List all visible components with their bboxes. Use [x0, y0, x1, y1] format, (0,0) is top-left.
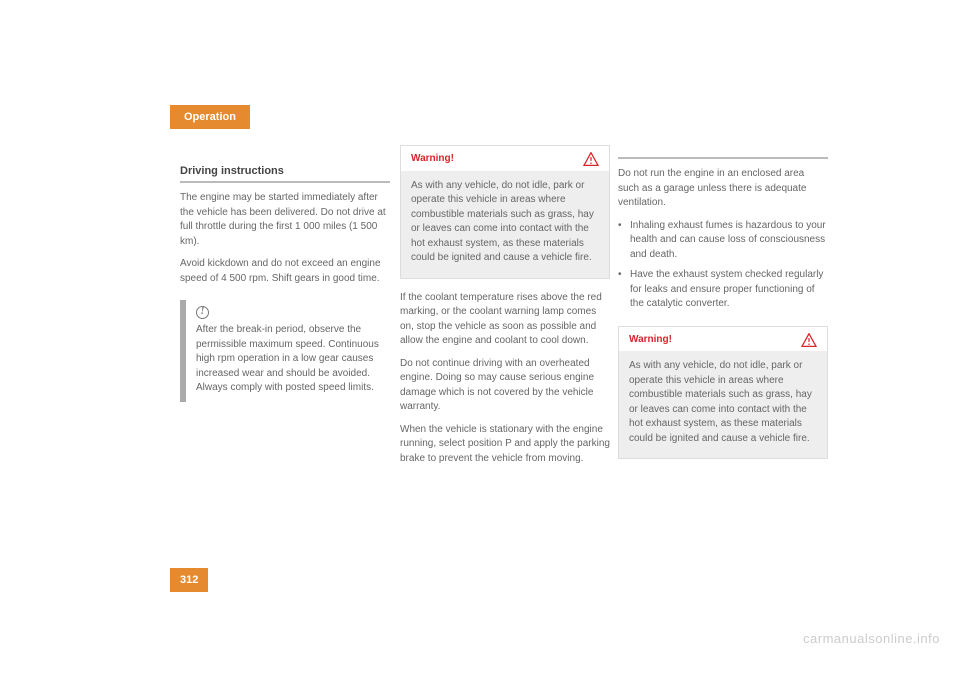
warning-body: As with any vehicle, do not idle, park o… — [619, 351, 827, 458]
warning-triangle-icon — [583, 152, 599, 166]
body-text: The engine may be started immediately af… — [180, 191, 390, 286]
watermark: carmanualsonline.info — [803, 631, 940, 646]
paragraph: Do not run the engine in an enclosed are… — [618, 167, 828, 211]
list-item: Inhaling exhaust fumes is hazardous to y… — [618, 219, 828, 263]
column-right: Do not run the engine in an enclosed are… — [618, 155, 828, 471]
warning-label: Warning! — [629, 333, 672, 348]
warning-body: As with any vehicle, do not idle, park o… — [401, 171, 609, 278]
warning-box: Warning! As with any vehicle, do not idl… — [618, 326, 828, 460]
body-text: Do not run the engine in an enclosed are… — [618, 167, 828, 312]
warning-triangle-icon — [801, 333, 817, 347]
column-middle: Warning! As with any vehicle, do not idl… — [400, 145, 610, 474]
warning-label: Warning! — [411, 152, 454, 167]
paragraph: Do not continue driving with an overheat… — [400, 357, 610, 415]
note-text: After the break-in period, observe the p… — [196, 323, 382, 396]
info-icon: ! — [196, 306, 209, 319]
manual-page: Operation Driving instructions The engin… — [0, 0, 960, 678]
warning-box: Warning! As with any vehicle, do not idl… — [400, 145, 610, 279]
note-box: ! After the break-in period, observe the… — [180, 300, 390, 402]
paragraph: The engine may be started immediately af… — [180, 191, 390, 249]
paragraph: When the vehicle is stationary with the … — [400, 423, 610, 467]
warning-header: Warning! — [401, 146, 609, 171]
paragraph: If the coolant temperature rises above t… — [400, 291, 610, 349]
rule — [618, 157, 828, 159]
note-label: ! — [196, 306, 382, 319]
warning-header: Warning! — [619, 327, 827, 352]
bullet-list: Inhaling exhaust fumes is hazardous to y… — [618, 219, 828, 312]
section-tab: Operation — [170, 105, 250, 129]
subheading: Driving instructions — [180, 165, 390, 177]
page-number: 312 — [170, 568, 208, 592]
rule — [180, 181, 390, 183]
body-text: If the coolant temperature rises above t… — [400, 291, 610, 467]
paragraph: Avoid kickdown and do not exceed an engi… — [180, 257, 390, 286]
column-left: Driving instructions The engine may be s… — [180, 155, 390, 402]
list-item: Have the exhaust system checked regularl… — [618, 268, 828, 312]
